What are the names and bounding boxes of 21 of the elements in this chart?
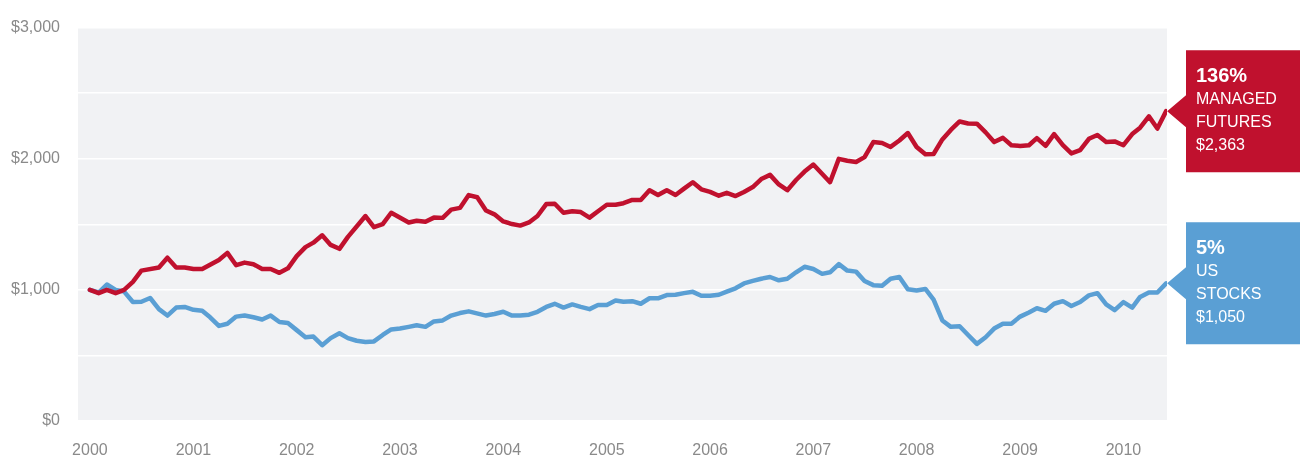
y-tick-label: $1,000 [11, 280, 61, 298]
y-tick-label: $2,000 [11, 149, 61, 167]
x-tick-label: 2007 [795, 441, 832, 459]
annotation: $1,050 [1196, 308, 1246, 326]
annotation: 5% [1196, 236, 1226, 259]
x-tick-label: 2005 [589, 441, 625, 459]
y-tick-label: $3,000 [11, 18, 61, 36]
annotation: $2,363 [1196, 136, 1246, 154]
x-tick-label: 2003 [382, 441, 418, 459]
series-label: MANAGED FUTURES [1196, 90, 1277, 131]
x-tick-label: 2002 [278, 441, 315, 459]
x-tick-label: 2010 [1105, 441, 1142, 459]
series-label: US STOCKS [1196, 262, 1262, 303]
x-tick-label: 2008 [898, 441, 935, 459]
x-tick-label: 2000 [72, 441, 108, 459]
x-tick-label: 2001 [175, 441, 212, 459]
y-tick-label: $0 [42, 411, 61, 429]
x-tick-label: 2006 [692, 441, 728, 459]
annotation: 136% [1196, 64, 1248, 87]
x-tick-label: 2004 [485, 441, 522, 459]
x-tick-label: 2009 [1002, 441, 1039, 459]
